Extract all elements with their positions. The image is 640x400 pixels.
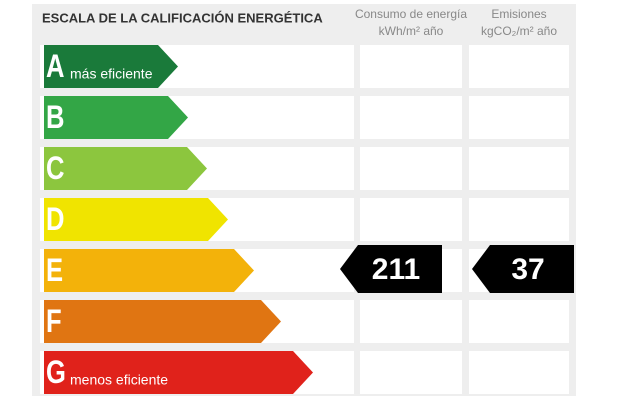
rating-letter: F [46, 304, 62, 339]
rating-letter: G [46, 355, 66, 390]
cell [469, 351, 569, 394]
cell [469, 300, 569, 343]
cell [360, 300, 462, 343]
rating-arrow [44, 45, 178, 88]
rating-letter: A [46, 49, 65, 84]
cell [360, 96, 462, 139]
cell [469, 147, 569, 190]
rating-arrow [44, 147, 207, 190]
rating-arrow [44, 351, 313, 394]
cell [360, 351, 462, 394]
cell [469, 198, 569, 241]
rating-label: más eficiente [70, 66, 153, 82]
rating-arrow [44, 96, 188, 139]
column-header: Emisiones [491, 7, 546, 21]
title: ESCALA DE LA CALIFICACIÓN ENERGÉTICA [42, 10, 323, 25]
cell [469, 96, 569, 139]
rating-letter: B [46, 100, 64, 135]
rating-letter: C [46, 151, 65, 186]
value-indicator [472, 245, 574, 293]
rating-label: menos eficiente [70, 372, 168, 388]
rating-arrow [44, 300, 281, 343]
rating-arrow [44, 249, 254, 292]
column-header: Consumo de energía [355, 7, 467, 21]
rating-letter: E [46, 253, 63, 288]
cell [360, 147, 462, 190]
cell [360, 45, 462, 88]
value: 37 [511, 253, 544, 286]
cell [360, 198, 462, 241]
cell [469, 45, 569, 88]
column-unit: kWh/m² año [379, 24, 444, 38]
rating-arrow [44, 198, 228, 241]
value: 211 [372, 253, 420, 286]
rating-letter: D [46, 202, 64, 237]
column-unit: kgCO₂/m² año [481, 24, 557, 38]
value-indicator [340, 245, 442, 293]
